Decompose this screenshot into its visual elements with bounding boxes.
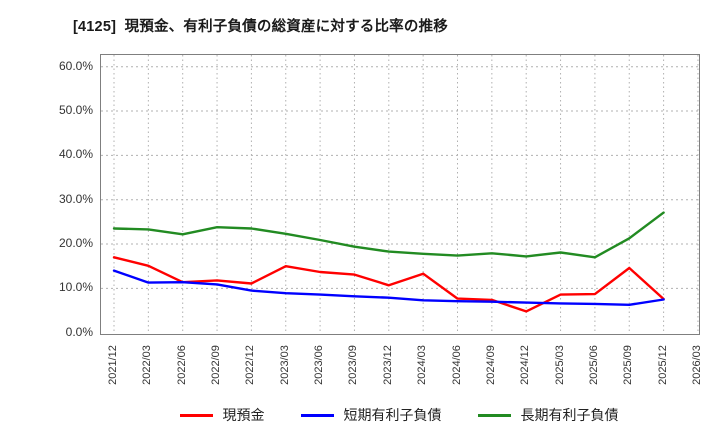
x-tick-label: 2026/03 [690, 345, 703, 385]
legend-line-icon [179, 413, 213, 417]
y-tick-label: 50.0% [58, 103, 93, 118]
legend-label: 長期有利子負債 [520, 407, 619, 423]
x-tick-label: 2022/09 [210, 345, 223, 385]
y-tick-label: 60.0% [58, 58, 93, 73]
x-tick-label: 2023/12 [381, 345, 394, 385]
legend-line-icon [477, 413, 511, 417]
x-tick-label: 2023/09 [347, 345, 360, 385]
x-tick-label: 2021/12 [107, 345, 119, 385]
plot-area [100, 54, 700, 335]
x-tick-label: 2025/12 [656, 345, 669, 385]
y-tick-label: 40.0% [58, 147, 93, 162]
legend-line-icon [300, 413, 334, 417]
x-tick-label: 2025/03 [553, 345, 566, 385]
x-tick-label: 2025/06 [587, 345, 600, 385]
x-tick-label: 2025/09 [622, 345, 635, 385]
x-tick-label: 2022/12 [244, 345, 257, 385]
x-tick-label: 2024/09 [484, 345, 497, 385]
legend-item-現預金: 現預金 [179, 405, 265, 425]
y-tick-label: 30.0% [58, 191, 93, 206]
x-tick-label: 2023/03 [278, 345, 291, 385]
x-tick-label: 2024/03 [416, 345, 429, 385]
x-tick-label: 2024/12 [519, 345, 532, 385]
series-line-現預金 [112, 256, 665, 313]
legend-item-短期有利子負債: 短期有利子負債 [300, 405, 442, 425]
legend-label: 短期有利子負債 [343, 407, 442, 423]
y-tick-label: 0.0% [65, 324, 93, 339]
plot-canvas [101, 55, 699, 334]
x-tick-label: 2022/06 [175, 345, 188, 385]
chart-title: [4125] 現預金、有利子負債の総資産に対する比率の推移 [73, 19, 448, 35]
y-tick-label: 10.0% [58, 280, 93, 295]
series-line-長期有利子負債 [112, 211, 665, 259]
legend-item-長期有利子負債: 長期有利子負債 [477, 405, 619, 425]
x-tick-label: 2022/03 [141, 345, 154, 385]
series-line-短期有利子負債 [112, 269, 665, 307]
x-tick-label: 2024/06 [450, 345, 463, 385]
y-tick-label: 20.0% [58, 236, 93, 251]
legend-label: 現預金 [222, 407, 265, 423]
x-tick-label: 2023/06 [313, 345, 326, 385]
legend: 現預金 短期有利子負債 長期有利子負債 [100, 405, 698, 425]
